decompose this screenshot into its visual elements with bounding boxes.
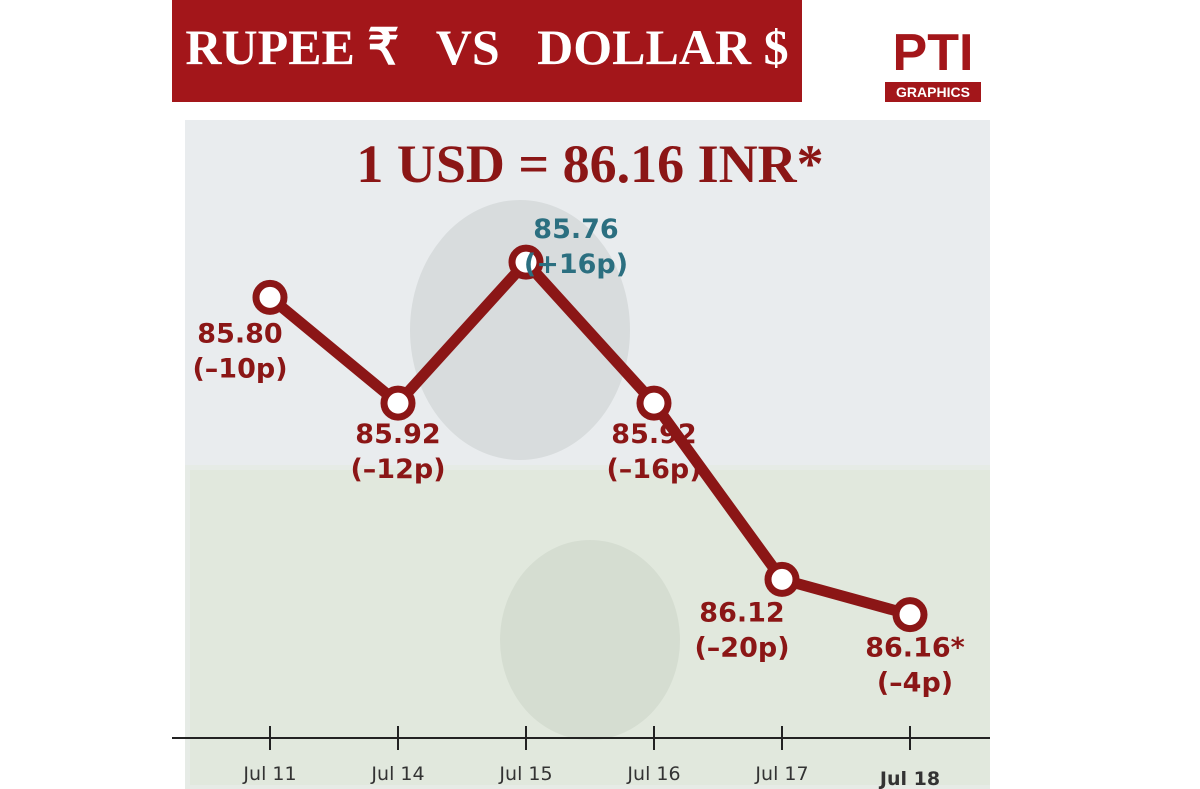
logo-caption: GRAPHICS xyxy=(896,84,970,100)
value-label: 85.76 xyxy=(533,214,618,245)
value-label: 86.12 xyxy=(699,597,784,628)
point xyxy=(636,385,672,421)
change-label: (–12p) xyxy=(350,454,445,485)
x-tick-label: Jul 15 xyxy=(498,763,552,785)
portrait xyxy=(500,540,680,740)
line xyxy=(266,256,912,620)
chart-title: RUPEE ₹ VS DOLLAR $ xyxy=(185,19,788,75)
point xyxy=(252,279,288,315)
change-label: (–4p) xyxy=(877,668,953,699)
logo-band xyxy=(885,82,981,102)
point xyxy=(380,385,416,421)
point xyxy=(508,244,544,280)
logo: PTI xyxy=(893,24,974,82)
point xyxy=(892,597,928,633)
x-tick-label: Jul 11 xyxy=(242,763,296,785)
value-label: 85.92 xyxy=(355,419,440,450)
x-tick-label: Jul 16 xyxy=(626,763,680,785)
x-tick-label: Jul 14 xyxy=(370,763,424,785)
point xyxy=(764,561,800,597)
chart-subtitle: 1 USD = 86.16 INR* xyxy=(356,134,823,194)
value-label: 86.16* xyxy=(865,633,965,664)
change-label: (–16p) xyxy=(606,454,701,485)
portrait xyxy=(410,200,630,460)
change-label: (–20p) xyxy=(694,632,789,663)
title-band xyxy=(172,0,802,102)
x-tick-label: Jul 17 xyxy=(754,763,808,785)
change-label: (–10p) xyxy=(192,353,287,384)
change-label: (+16p) xyxy=(524,249,628,280)
value-label: 85.92 xyxy=(611,419,696,450)
x-tick-label: Jul 18 xyxy=(878,768,940,789)
value-label: 85.80 xyxy=(197,318,282,349)
